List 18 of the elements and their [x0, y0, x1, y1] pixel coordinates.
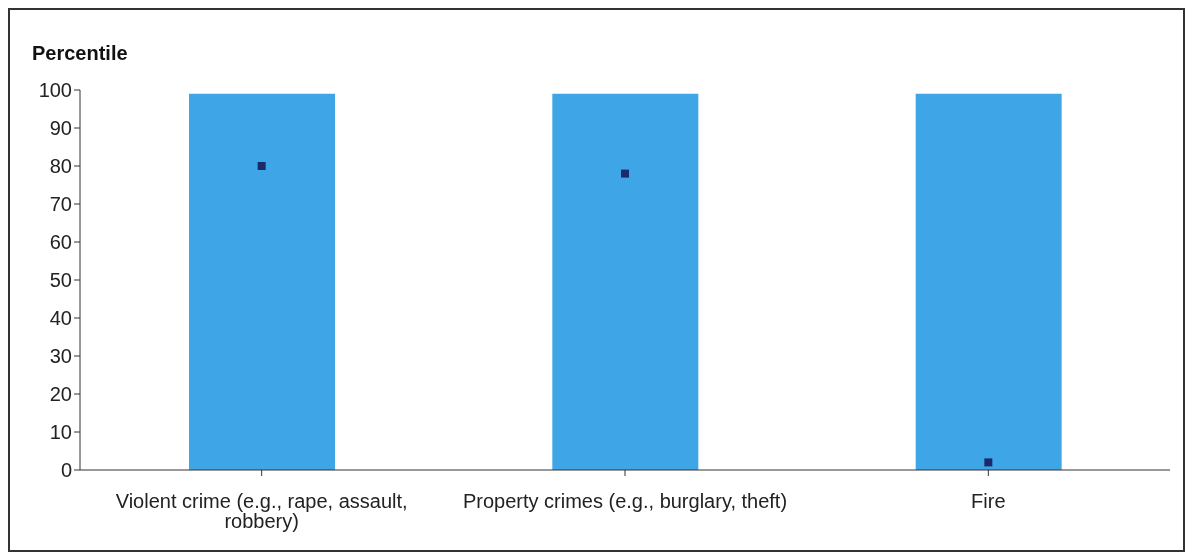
x-tick-label: Violent crime (e.g., rape, assault, robbery) — [115, 490, 408, 533]
y-tick-label: 20 — [49, 383, 72, 406]
point — [621, 169, 629, 178]
y-tick-label: 10 — [49, 421, 72, 444]
y-tick-label: 70 — [49, 193, 72, 216]
x-tick-label: Property crimes (e.g., burglary, theft) — [462, 490, 788, 513]
point — [984, 458, 993, 467]
y-tick-label: 90 — [49, 117, 72, 140]
point — [257, 162, 266, 170]
y-axis-title: Percentile — [32, 42, 128, 65]
y-tick-label: 100 — [38, 79, 72, 102]
y-tick-label: 60 — [49, 231, 72, 254]
y-tick-label: 40 — [49, 307, 72, 330]
x-tick-label: Fire — [971, 490, 1006, 513]
y-tick-label: 80 — [49, 155, 72, 178]
y-tick-label: 30 — [49, 345, 72, 368]
y-tick-label: 0 — [60, 459, 72, 482]
y-tick-label: 50 — [49, 269, 72, 292]
